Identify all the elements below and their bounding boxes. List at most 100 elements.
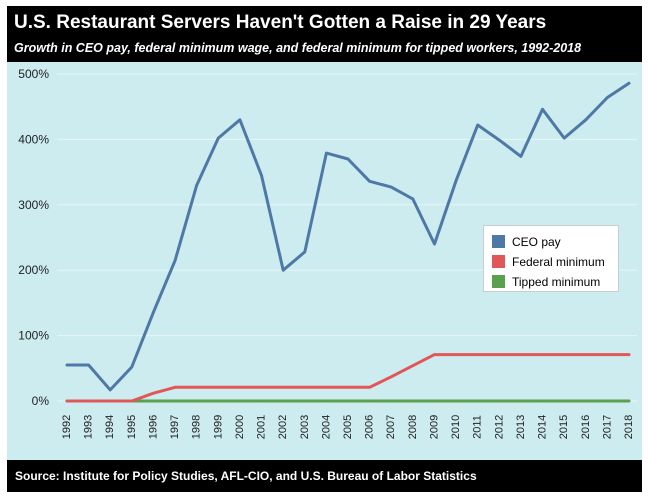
legend-label: CEO pay: [512, 235, 561, 249]
data-point-federal-minimum: [627, 353, 631, 356]
data-point-ceo-pay: [173, 259, 177, 262]
data-point-federal-minimum: [584, 353, 587, 356]
data-point-federal-minimum: [606, 353, 609, 356]
data-point-federal-minimum: [325, 386, 328, 389]
x-tick-label: 1992: [61, 415, 73, 439]
chart-subtitle: Growth in CEO pay, federal minimum wage,…: [14, 41, 582, 55]
legend-label: Federal minimum: [512, 255, 605, 269]
data-point-federal-minimum: [217, 386, 220, 389]
x-tick-label: 1998: [191, 415, 203, 439]
y-tick-label: 100%: [18, 329, 49, 343]
data-point-federal-minimum: [130, 399, 134, 403]
data-point-tipped-minimum: [303, 399, 306, 403]
data-point-ceo-pay: [303, 250, 306, 254]
x-tick-label: 2008: [407, 415, 419, 439]
x-tick-label: 2011: [472, 415, 484, 439]
data-point-federal-minimum: [238, 386, 242, 389]
x-tick-label: 2014: [537, 415, 549, 439]
data-point-tipped-minimum: [584, 399, 587, 403]
series-line-federal-minimum: [65, 353, 631, 403]
y-tick-label: 0%: [32, 394, 50, 408]
data-point-federal-minimum: [346, 386, 350, 389]
data-point-ceo-pay: [498, 138, 501, 142]
x-tick-label: 2013: [515, 415, 527, 439]
data-point-ceo-pay: [606, 96, 609, 99]
x-tick-label: 2004: [320, 415, 332, 439]
data-point-federal-minimum: [541, 353, 544, 356]
x-tick-label: 2016: [580, 415, 592, 439]
data-point-ceo-pay: [260, 174, 263, 177]
plot-area: 0% 100% 200% 300% 400% 500% 1992 1993 1994 1995 19…: [7, 62, 642, 460]
legend-swatch: [492, 275, 505, 288]
x-tick-label: 2018: [623, 415, 635, 439]
data-point-tipped-minimum: [476, 399, 479, 403]
data-point-ceo-pay: [411, 197, 415, 201]
data-point-federal-minimum: [281, 386, 285, 389]
data-point-ceo-pay: [346, 157, 350, 161]
x-tick-label: 1993: [83, 415, 95, 439]
data-point-tipped-minimum: [606, 399, 609, 403]
data-point-tipped-minimum: [519, 399, 523, 403]
data-point-tipped-minimum: [411, 399, 415, 403]
source-banner: Source: Institute for Policy Studies, AF…: [7, 460, 642, 492]
x-tick-label: 1996: [147, 415, 159, 439]
line-chart: 0% 100% 200% 300% 400% 500% 1992 1993 1994 1995 19…: [18, 67, 637, 439]
data-point-tipped-minimum: [325, 399, 328, 403]
data-point-ceo-pay: [195, 183, 198, 187]
data-point-ceo-pay: [152, 310, 155, 314]
data-point-ceo-pay: [476, 123, 479, 127]
data-point-federal-minimum: [368, 386, 371, 389]
legend-swatch: [492, 235, 505, 248]
data-point-tipped-minimum: [562, 399, 566, 403]
y-tick-label: 300%: [18, 198, 49, 212]
chart-title: U.S. Restaurant Servers Haven't Gotten a…: [14, 12, 547, 33]
data-point-ceo-pay: [87, 363, 90, 367]
title-banner: U.S. Restaurant Servers Haven't Gotten a…: [7, 6, 642, 62]
data-point-ceo-pay: [281, 269, 285, 272]
data-point-tipped-minimum: [217, 399, 220, 403]
data-point-tipped-minimum: [281, 399, 285, 403]
x-tick-label: 2015: [558, 415, 570, 439]
data-point-tipped-minimum: [368, 399, 371, 403]
data-point-ceo-pay: [584, 118, 587, 121]
x-tick-label: 2007: [385, 415, 397, 439]
data-point-tipped-minimum: [454, 399, 458, 403]
data-point-federal-minimum: [87, 399, 90, 403]
x-tick-label: 2005: [342, 415, 354, 439]
data-point-federal-minimum: [433, 353, 436, 356]
data-point-tipped-minimum: [346, 399, 350, 403]
data-point-federal-minimum: [109, 399, 112, 403]
legend: CEO pay Federal minimum Tipped minimum: [483, 225, 619, 292]
data-point-federal-minimum: [519, 353, 523, 356]
x-tick-label: 2006: [364, 415, 376, 439]
data-point-ceo-pay: [325, 151, 328, 155]
data-point-ceo-pay: [217, 136, 220, 140]
data-point-tipped-minimum: [260, 399, 263, 403]
data-point-ceo-pay: [238, 118, 242, 121]
x-tick-label: 2017: [601, 415, 613, 439]
data-point-ceo-pay: [454, 179, 458, 182]
data-point-ceo-pay: [390, 185, 393, 189]
legend-swatch: [492, 255, 505, 268]
x-tick-label: 1994: [104, 415, 116, 439]
data-point-tipped-minimum: [498, 399, 501, 403]
data-point-ceo-pay: [65, 363, 69, 367]
x-tick-label: 1997: [169, 415, 181, 439]
data-point-ceo-pay: [541, 108, 544, 111]
data-point-tipped-minimum: [541, 399, 544, 403]
data-point-federal-minimum: [260, 386, 263, 389]
data-point-tipped-minimum: [433, 399, 436, 403]
data-point-federal-minimum: [303, 386, 306, 389]
x-tick-label: 2000: [234, 415, 246, 439]
data-point-tipped-minimum: [173, 399, 177, 403]
data-point-federal-minimum: [195, 386, 198, 389]
data-point-ceo-pay: [130, 365, 134, 369]
data-point-tipped-minimum: [152, 399, 155, 403]
data-point-tipped-minimum: [390, 399, 393, 403]
legend-label: Tipped minimum: [512, 275, 601, 289]
y-tick-label: 500%: [18, 67, 49, 81]
x-tick-label: 2010: [450, 415, 462, 439]
data-point-tipped-minimum: [238, 399, 242, 403]
data-point-ceo-pay: [519, 155, 523, 158]
